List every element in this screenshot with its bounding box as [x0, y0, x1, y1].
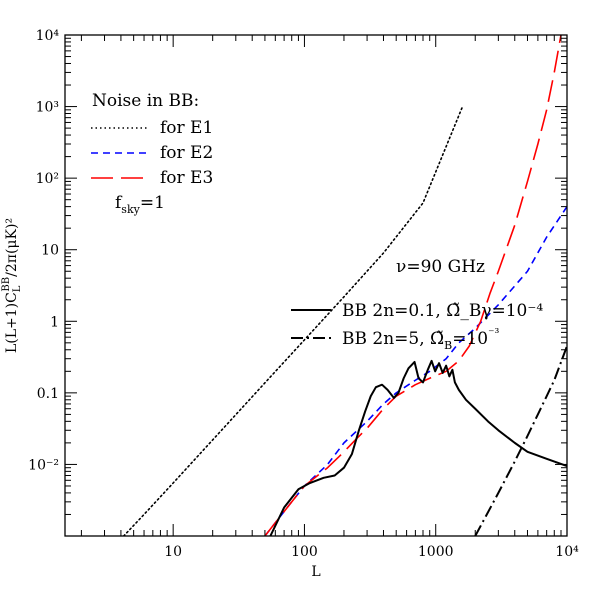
series-line-1 [122, 105, 464, 536]
svg-text:fsky=1: fsky=1 [115, 193, 165, 216]
series-line-5 [474, 345, 567, 536]
legend-entry-noise-1: for E1 [91, 118, 213, 138]
fsky-label: fsky=1 [115, 193, 165, 216]
legend-entry-signal-2: BB 2n=5, Ω̃B=10⁻³ [291, 326, 499, 352]
series-line-3 [264, 35, 562, 536]
svg-text:L(L+1)CLBB/2π(μK)²: L(L+1)CLBB/2π(μK)² [1, 218, 23, 353]
x-tick-label: 1000 [418, 544, 454, 560]
y-tick-label: 10⁻² [28, 457, 59, 473]
legend-label: BB 2n=0.1, Ω̃_Bγ=10⁻⁴ [342, 301, 543, 321]
legend-label: for E3 [160, 168, 213, 188]
legend-title: Noise in BB: [92, 91, 199, 111]
legend-entry-noise-3: for E3 [91, 168, 213, 188]
y-tick-label: 10⁴ [36, 28, 60, 44]
y-tick-label: 0.1 [37, 386, 59, 402]
x-axis-label: L [311, 564, 320, 580]
y-tick-label: 10 [41, 243, 59, 259]
x-tick-label: 10⁴ [555, 544, 579, 560]
x-tick-label: 10 [164, 544, 182, 560]
legend-entry-signal-1: BB 2n=0.1, Ω̃_Bγ=10⁻⁴ [291, 301, 543, 321]
y-axis-label: L(L+1)CLBB/2π(μK)² [1, 218, 23, 353]
legend-label: BB 2n=5, Ω̃B=10⁻³ [342, 326, 499, 352]
plot-frame [64, 34, 568, 537]
y-tick-label: 10² [36, 171, 59, 187]
legend-entry-noise-2: for E2 [91, 143, 213, 163]
frequency-label: ν=90 GHz [396, 257, 485, 277]
y-tick-label: 10³ [36, 100, 59, 116]
x-tick-label: 100 [291, 544, 318, 560]
series-line-4 [269, 359, 567, 536]
legend-label: for E2 [160, 143, 213, 163]
legend-label: for E1 [160, 118, 213, 138]
series-line-2 [264, 206, 567, 536]
y-tick-label: 1 [50, 314, 59, 330]
